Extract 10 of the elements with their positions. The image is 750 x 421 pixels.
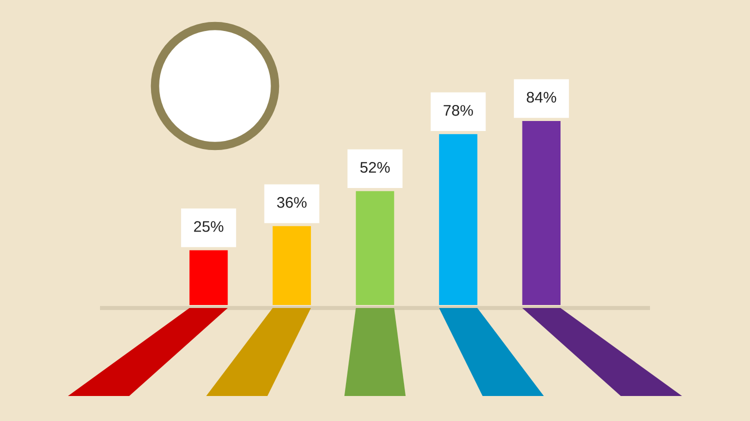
data-label: 52% [360,162,390,173]
bar [522,120,561,305]
bar [439,134,478,305]
data-label: 25% [194,221,224,232]
bar [356,191,394,305]
data-label: 36% [277,197,307,208]
bar [272,226,311,305]
data-label: 84% [526,92,556,103]
bar [189,250,228,305]
data-label: 78% [444,105,473,116]
